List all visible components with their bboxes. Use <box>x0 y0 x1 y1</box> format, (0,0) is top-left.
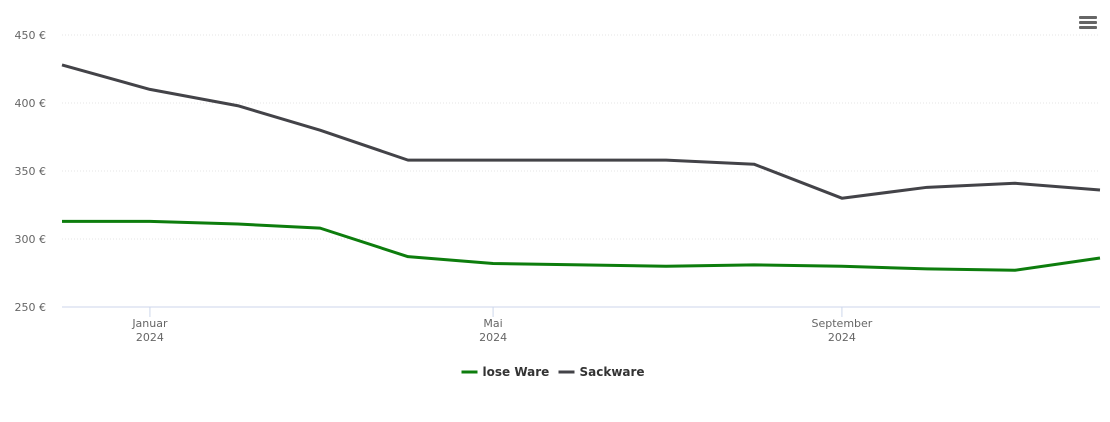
x-tick-label: Januar 2024 <box>131 317 168 344</box>
y-tick-label: 250 € <box>15 301 47 314</box>
legend-item[interactable]: lose Ware <box>461 365 550 379</box>
legend-label: Sackware <box>580 365 645 379</box>
x-tick-label: Mai 2024 <box>479 317 507 344</box>
y-tick-label: 350 € <box>15 165 47 178</box>
line <box>62 219 1101 272</box>
legend-item[interactable]: Sackware <box>558 365 645 379</box>
menu-button[interactable] <box>1079 16 1097 29</box>
legend-label: lose Ware <box>483 365 550 379</box>
menu-bar <box>1079 26 1097 29</box>
y-tick-label: 300 € <box>15 233 47 246</box>
menu-bar <box>1079 16 1097 19</box>
line <box>61 63 1101 200</box>
x-tick-label: September 2024 <box>812 317 873 344</box>
y-tick-label: 400 € <box>15 97 47 110</box>
y-tick-label: 450 € <box>15 29 47 42</box>
menu-bar <box>1079 21 1097 24</box>
